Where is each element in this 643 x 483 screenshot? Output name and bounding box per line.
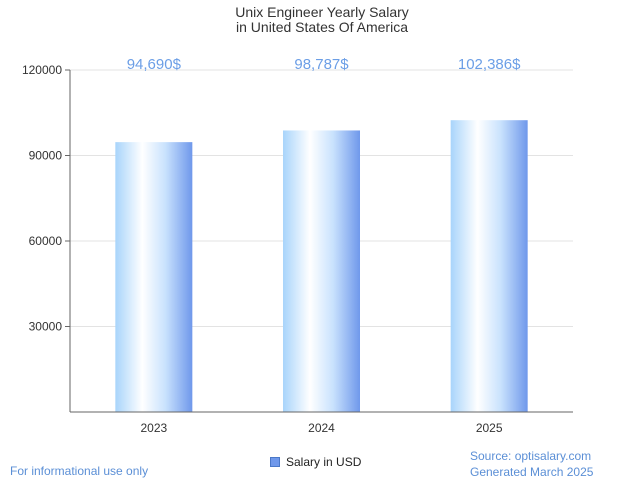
x-tick-label-2025: 2025 bbox=[476, 421, 503, 435]
y-tick-label: 30000 bbox=[29, 320, 63, 334]
bar-2024 bbox=[283, 130, 360, 413]
bars bbox=[115, 120, 528, 413]
data-labels: 94,690$ 98,787$ 102,386$ bbox=[127, 56, 521, 73]
y-tick-label: 120000 bbox=[22, 63, 62, 77]
x-tick-label-2024: 2024 bbox=[308, 421, 335, 435]
chart-title-line: Unix Engineer Yearly Salary bbox=[235, 4, 409, 20]
y-tick-label: 60000 bbox=[29, 234, 63, 248]
data-label-2023: 94,690$ bbox=[127, 56, 182, 73]
source-block: Source: optisalary.com Generated March 2… bbox=[470, 448, 593, 480]
data-label-2024: 98,787$ bbox=[294, 56, 349, 73]
bar-2025 bbox=[450, 120, 528, 413]
x-axis-ticks: 2023 2024 2025 bbox=[140, 421, 502, 435]
disclaimer-text: For informational use only bbox=[10, 464, 149, 478]
generated-text: Generated March 2025 bbox=[470, 465, 594, 479]
bar-2023 bbox=[115, 142, 193, 413]
source-text: Source: optisalary.com bbox=[470, 449, 592, 463]
legend-swatch bbox=[270, 457, 280, 467]
data-label-2025: 102,386$ bbox=[458, 56, 521, 73]
x-tick-label-2023: 2023 bbox=[140, 421, 167, 435]
chart-title-line: in United States Of America bbox=[236, 19, 408, 35]
legend-label: Salary in USD bbox=[286, 455, 362, 469]
y-axis-ticks: 30000 60000 90000 120000 bbox=[22, 63, 70, 334]
y-tick-label: 90000 bbox=[29, 149, 63, 163]
legend: Salary in USD bbox=[270, 455, 361, 469]
axes bbox=[69, 70, 573, 413]
